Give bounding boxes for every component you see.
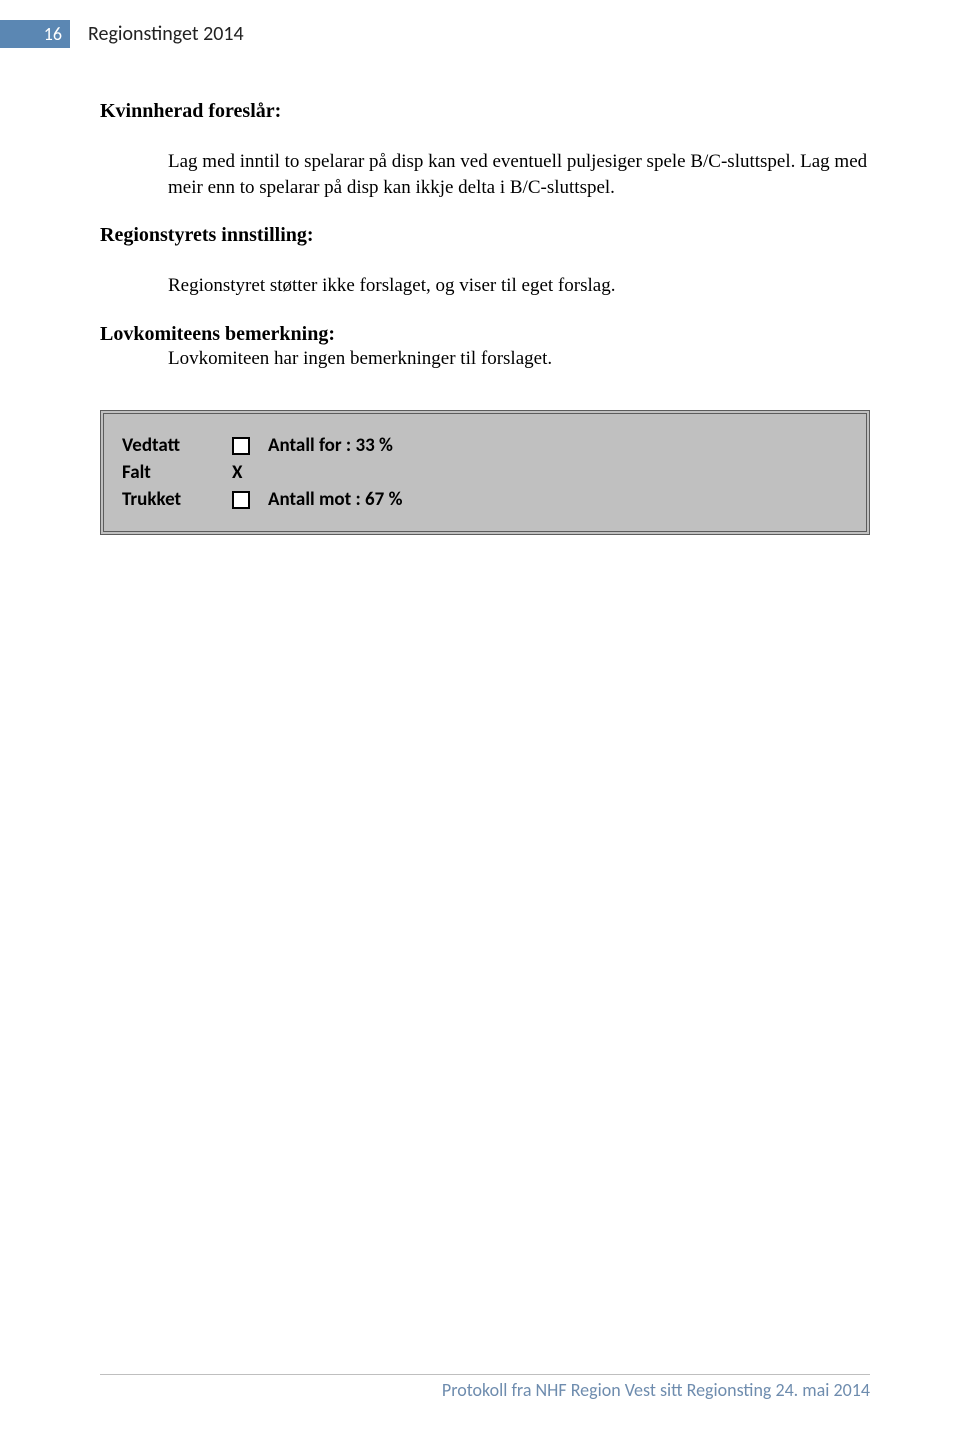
lov-body: Lovkomiteen har ingen bemerkninger til f… (168, 348, 870, 370)
vote-label: Trukket (118, 486, 228, 513)
section-paragraph: Lag med inntil to spelarar på disp kan v… (168, 149, 870, 200)
page: 16 Regionstinget 2014 Kvinnherad foreslå… (0, 0, 960, 1429)
vote-table: Vedtatt Antall for : 33 % Falt X Trukket… (118, 432, 852, 513)
subsection-title: Regionstyrets innstilling: (100, 224, 870, 247)
section-title: Kvinnherad foreslår: (100, 100, 870, 123)
content-area: Kvinnherad foreslår: Lag med inntil to s… (100, 100, 870, 535)
page-number-box: 16 (0, 20, 70, 48)
vote-row: Falt X (118, 459, 852, 486)
vote-box: Vedtatt Antall for : 33 % Falt X Trukket… (100, 410, 870, 535)
footer-divider (100, 1374, 870, 1375)
vote-label: Vedtatt (118, 432, 228, 459)
page-footer: Protokoll fra NHF Region Vest sitt Regio… (100, 1374, 870, 1401)
vote-mark (228, 432, 264, 459)
page-header: 16 Regionstinget 2014 (0, 20, 244, 48)
header-title: Regionstinget 2014 (88, 22, 244, 46)
page-number: 16 (44, 23, 62, 45)
vote-result (264, 459, 852, 486)
vote-row: Trukket Antall mot : 67 % (118, 486, 852, 513)
vote-result: Antall for : 33 % (264, 432, 852, 459)
footer-text: Protokoll fra NHF Region Vest sitt Regio… (100, 1379, 870, 1401)
vote-mark (228, 486, 264, 513)
vote-row: Vedtatt Antall for : 33 % (118, 432, 852, 459)
vote-mark: X (228, 459, 264, 486)
vote-label: Falt (118, 459, 228, 486)
checkbox-icon (232, 437, 250, 455)
vote-result: Antall mot : 67 % (264, 486, 852, 513)
subsection-paragraph: Regionstyret støtter ikke forslaget, og … (168, 273, 870, 299)
lov-title: Lovkomiteens bemerkning: (100, 323, 870, 346)
checkbox-icon (232, 491, 250, 509)
